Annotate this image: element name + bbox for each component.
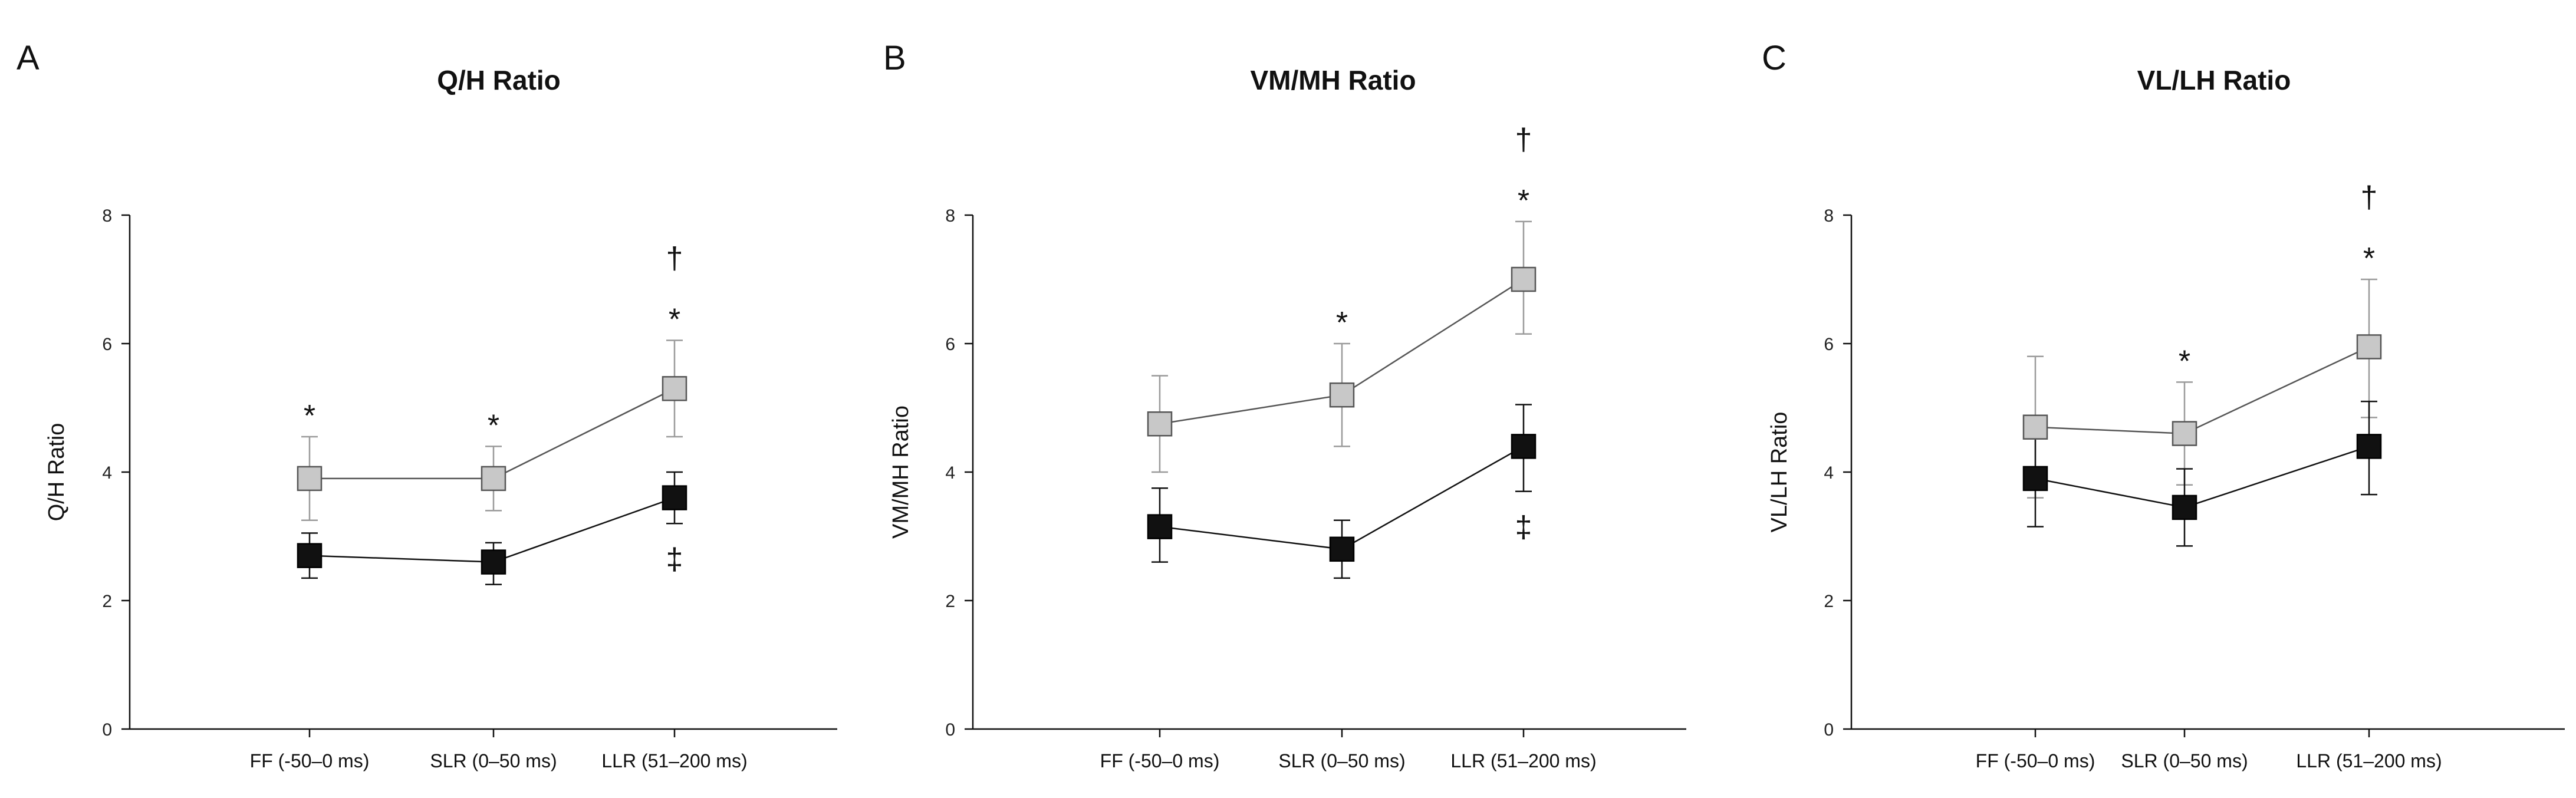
significance-mark: * [669, 303, 680, 337]
data-point-black [2356, 434, 2382, 459]
significance-mark: * [1336, 306, 1348, 340]
data-point-black [1511, 434, 1537, 459]
significance-mark-below: ‡ [1515, 510, 1532, 545]
significance-mark: * [2179, 344, 2190, 378]
y-tick-label: 2 [1824, 592, 1834, 611]
series-line-black [2035, 446, 2370, 509]
y-axis-label: VM/MH Ratio [889, 405, 913, 539]
data-point-gray [2172, 421, 2197, 446]
x-tick-label: LLR (51–200 ms) [2296, 750, 2442, 771]
y-tick-label: 4 [1824, 463, 1834, 483]
y-tick-label: 4 [945, 463, 955, 483]
x-tick-label: LLR (51–200 ms) [1450, 750, 1596, 771]
data-point-gray [2356, 334, 2382, 360]
significance-mark: * [488, 408, 499, 443]
significance-mark: † [666, 242, 683, 276]
x-tick-label: SLR (0–50 ms) [430, 750, 557, 771]
y-tick-label: 0 [1824, 720, 1834, 740]
y-tick-label: 6 [1824, 335, 1834, 354]
y-tick-label: 8 [102, 206, 112, 226]
data-point-black [1147, 514, 1173, 539]
panel-letter: C [1762, 39, 1787, 77]
data-point-black [662, 485, 687, 510]
panel-letter: A [17, 39, 40, 77]
x-tick-label: FF (-50–0 ms) [250, 750, 370, 771]
panel-letter: B [883, 39, 906, 77]
y-tick-label: 8 [1824, 206, 1834, 226]
y-tick-label: 2 [945, 592, 955, 611]
panel-title: Q/H Ratio [437, 65, 561, 95]
series-line-gray [2035, 346, 2370, 434]
significance-mark: * [2363, 242, 2375, 276]
x-tick-label: SLR (0–50 ms) [2121, 750, 2248, 771]
y-tick-label: 6 [102, 335, 112, 354]
data-point-gray [662, 376, 687, 401]
data-point-black [297, 543, 323, 568]
data-point-black [2172, 494, 2197, 520]
x-tick-label: LLR (51–200 ms) [601, 750, 747, 771]
x-tick-label: SLR (0–50 ms) [1278, 750, 1405, 771]
data-point-gray [481, 466, 506, 492]
data-point-gray [1329, 382, 1355, 408]
y-tick-label: 4 [102, 463, 112, 483]
chart-panel-a: A Q/H Ratio Q/H Ratio 0 2 4 6 8 FF (-50–0 ms) SLR… [17, 39, 837, 771]
y-tick-label: 0 [945, 720, 955, 740]
significance-mark: † [1515, 123, 1532, 157]
significance-mark-below: ‡ [666, 542, 683, 576]
y-axis-label: Q/H Ratio [44, 423, 69, 522]
data-point-black [481, 549, 506, 575]
significance-mark: * [304, 399, 315, 433]
y-tick-label: 0 [102, 720, 112, 740]
data-point-black [1329, 536, 1355, 562]
y-axis-label: VL/LH Ratio [1767, 412, 1792, 533]
panel-title: VM/MH Ratio [1250, 65, 1416, 95]
data-point-gray [2022, 414, 2048, 440]
chart-panel-c: C VL/LH Ratio VL/LH Ratio 0 2 4 6 8 FF (-50–0 ms… [1762, 39, 2565, 771]
significance-mark: † [2361, 180, 2378, 215]
x-tick-label: FF (-50–0 ms) [1100, 750, 1220, 771]
significance-mark: * [1518, 184, 1529, 218]
chart-panel-b: B VM/MH Ratio VM/MH Ratio 0 2 4 6 8 FF (-50–0 ms… [883, 39, 1686, 771]
y-tick-label: 8 [945, 206, 955, 226]
data-point-black [2022, 466, 2048, 492]
data-point-gray [1511, 266, 1537, 292]
y-tick-label: 2 [102, 592, 112, 611]
y-tick-label: 6 [945, 335, 955, 354]
x-tick-label: FF (-50–0 ms) [1976, 750, 2095, 771]
panel-title: VL/LH Ratio [2137, 65, 2291, 95]
data-point-gray [297, 466, 323, 492]
data-point-gray [1147, 411, 1173, 437]
